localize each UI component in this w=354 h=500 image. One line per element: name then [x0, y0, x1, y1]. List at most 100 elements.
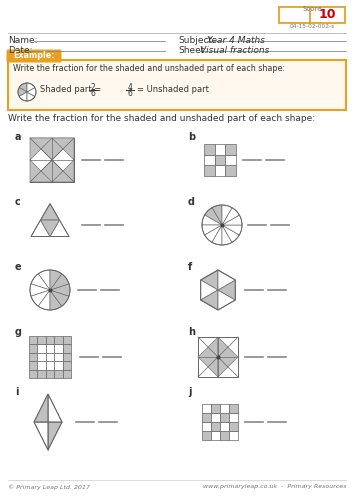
Text: h: h: [188, 327, 195, 337]
Polygon shape: [30, 138, 74, 182]
Wedge shape: [50, 274, 69, 290]
Bar: [63, 361, 71, 370]
Wedge shape: [27, 92, 35, 101]
Bar: [225, 166, 236, 176]
Text: Year 4 Maths: Year 4 Maths: [207, 36, 265, 45]
Text: Sheet:: Sheet:: [178, 46, 207, 55]
Bar: [38, 353, 46, 361]
Bar: [46, 353, 54, 361]
Text: 6: 6: [91, 88, 96, 98]
Wedge shape: [18, 88, 27, 96]
FancyBboxPatch shape: [6, 50, 62, 62]
Wedge shape: [50, 290, 69, 306]
Wedge shape: [205, 225, 222, 242]
Bar: [225, 154, 236, 166]
Bar: [202, 431, 211, 440]
Polygon shape: [48, 422, 62, 450]
Text: Visual fractions: Visual fractions: [200, 46, 269, 55]
Bar: [38, 344, 46, 353]
Text: © Primary Leap Ltd. 2017: © Primary Leap Ltd. 2017: [8, 484, 90, 490]
Wedge shape: [19, 92, 27, 101]
Wedge shape: [50, 270, 62, 290]
Polygon shape: [52, 138, 74, 160]
Polygon shape: [34, 394, 48, 422]
Bar: [46, 336, 54, 344]
Bar: [46, 344, 54, 353]
Text: 4: 4: [127, 82, 132, 92]
Bar: [63, 336, 71, 344]
Bar: [204, 166, 215, 176]
Bar: [202, 422, 211, 431]
Polygon shape: [198, 337, 238, 377]
Wedge shape: [27, 88, 36, 96]
Wedge shape: [38, 290, 50, 310]
Wedge shape: [222, 215, 242, 225]
Bar: [63, 344, 71, 353]
Text: 10: 10: [318, 8, 336, 22]
Text: Name:: Name:: [8, 36, 38, 45]
Text: e: e: [15, 262, 22, 272]
FancyBboxPatch shape: [8, 60, 346, 110]
Bar: [54, 370, 63, 378]
Bar: [38, 361, 46, 370]
Bar: [54, 353, 63, 361]
Text: j: j: [188, 387, 192, 397]
Bar: [211, 431, 220, 440]
Polygon shape: [30, 138, 74, 160]
Bar: [63, 353, 71, 361]
Bar: [220, 413, 229, 422]
Polygon shape: [218, 280, 235, 300]
Wedge shape: [50, 284, 70, 296]
Bar: [229, 431, 238, 440]
Bar: [46, 370, 54, 378]
Wedge shape: [38, 270, 50, 290]
Bar: [202, 404, 211, 413]
Text: Subject:: Subject:: [178, 36, 215, 45]
Polygon shape: [218, 337, 238, 377]
Wedge shape: [205, 208, 222, 225]
Text: 04-15-02-002-s: 04-15-02-002-s: [289, 24, 335, 29]
Text: 2: 2: [91, 82, 95, 92]
Bar: [220, 431, 229, 440]
Text: Score: Score: [302, 6, 322, 12]
Polygon shape: [52, 160, 74, 182]
Bar: [229, 404, 238, 413]
Polygon shape: [50, 220, 69, 236]
Wedge shape: [19, 83, 27, 92]
Polygon shape: [30, 138, 52, 160]
Bar: [29, 370, 38, 378]
Wedge shape: [222, 225, 239, 242]
Polygon shape: [48, 394, 62, 422]
Bar: [38, 370, 46, 378]
Polygon shape: [34, 422, 48, 450]
Bar: [225, 144, 236, 154]
Polygon shape: [40, 204, 59, 220]
Text: c: c: [15, 197, 21, 207]
Polygon shape: [30, 160, 52, 182]
Wedge shape: [31, 274, 50, 290]
Bar: [204, 154, 215, 166]
Wedge shape: [212, 225, 222, 245]
Text: Date:: Date:: [8, 46, 33, 55]
Bar: [46, 361, 54, 370]
Polygon shape: [201, 270, 218, 290]
Text: Write the fraction for the shaded and unshaded part of each shape:: Write the fraction for the shaded and un…: [13, 64, 285, 73]
Bar: [211, 422, 220, 431]
Bar: [215, 166, 225, 176]
Polygon shape: [218, 290, 235, 310]
Wedge shape: [222, 225, 232, 245]
Wedge shape: [222, 225, 242, 235]
Text: g: g: [15, 327, 22, 337]
Text: a: a: [15, 132, 22, 142]
Bar: [229, 413, 238, 422]
Text: Write the fraction for the shaded and unshaded part of each shape:: Write the fraction for the shaded and un…: [8, 114, 315, 123]
Text: f: f: [188, 262, 192, 272]
Text: = Unshaded part: = Unshaded part: [137, 84, 209, 94]
Wedge shape: [222, 208, 239, 225]
Polygon shape: [201, 280, 218, 300]
Polygon shape: [30, 160, 74, 182]
Bar: [215, 154, 225, 166]
Bar: [215, 144, 225, 154]
Bar: [211, 404, 220, 413]
Bar: [220, 404, 229, 413]
